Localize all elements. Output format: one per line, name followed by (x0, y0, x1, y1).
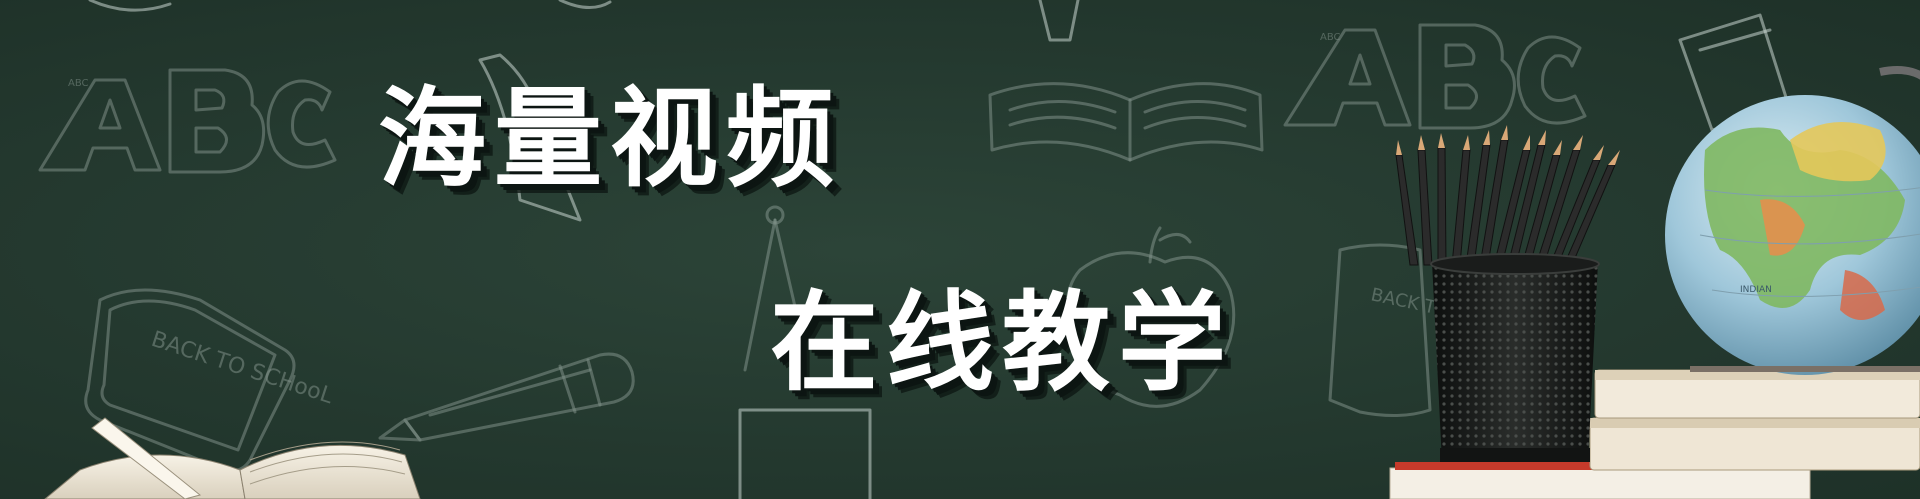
abc-right-label: ABC (1320, 32, 1341, 43)
globe-photo: INDIAN (1665, 66, 1920, 375)
abc-left-doodle: ABC (38, 68, 337, 174)
pencil-holder-photo (1395, 125, 1620, 462)
abc-right-doodle: ABC (1283, 23, 1587, 130)
open-book-photo (44, 417, 421, 499)
top-doodle-arc (88, 0, 172, 12)
headline-line-2: 在线教学 (770, 281, 1235, 406)
chalk-book-top (988, 82, 1264, 162)
compass-doodle (743, 205, 807, 372)
book-stack-photo (1389, 369, 1920, 499)
pencil-doodle (378, 352, 635, 442)
frame-doodle (738, 408, 872, 499)
notebook-line-doodle (1698, 28, 1772, 52)
lamp-doodle (1038, 0, 1080, 42)
headline-line-1: 海量视频 (378, 77, 843, 202)
abc-left-label: ABC (68, 78, 89, 89)
apple-doodle (1065, 226, 1236, 408)
globe-ocean-label: INDIAN (1740, 285, 1772, 295)
top-doodle-arc-2 (558, 0, 612, 9)
flask-doodle (478, 53, 582, 222)
